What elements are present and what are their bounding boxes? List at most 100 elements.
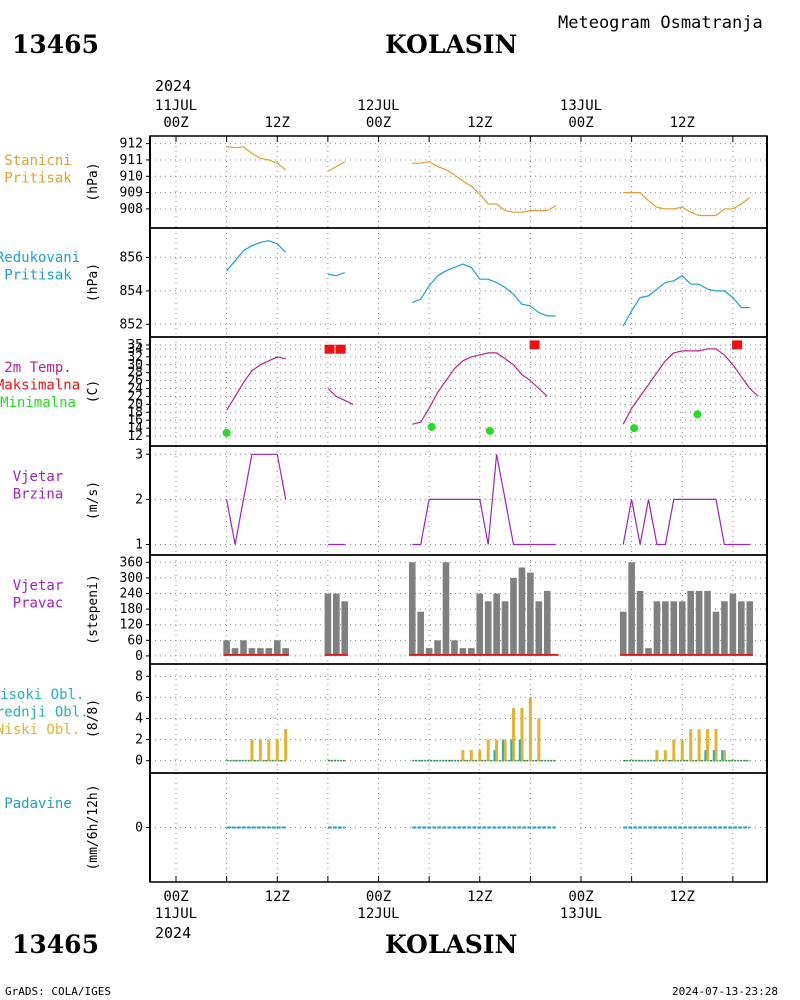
panel-station_pressure	[146, 136, 767, 228]
footer-credit: GrADS: COLA/IGES	[5, 985, 111, 998]
wind-dir-bar	[670, 601, 678, 656]
panel-label-3-1: Brzina	[13, 487, 64, 503]
y-tick-label: 2	[135, 733, 143, 748]
footer-timestamp: 2024-07-13-23:28	[672, 985, 778, 998]
panel-label-0-0: Stanicni	[4, 153, 71, 169]
y-tick-label: 18	[127, 405, 143, 420]
cloud-mid-bar	[518, 739, 521, 761]
panel-wind_speed	[146, 446, 767, 555]
y-tick-label: 0	[135, 754, 143, 769]
cloud-low-bar	[469, 750, 473, 761]
y-tick-label: 8	[135, 669, 143, 684]
time-label-top: 12Z	[467, 115, 492, 131]
panel-label-6-0: Padavine	[4, 796, 71, 812]
series-line-3	[622, 498, 750, 546]
wind-dir-bar	[417, 611, 424, 656]
series-line-2	[412, 454, 556, 546]
y-tick-label: 911	[120, 153, 143, 168]
y-axis-label: (mm/6h/12h)	[86, 784, 101, 870]
panel-label-1-1: Pritisak	[4, 268, 72, 284]
y-tick-label: 2	[135, 492, 143, 507]
panel-label-2-2: Minimalna	[0, 395, 76, 411]
wind-dir-bar	[738, 601, 745, 656]
wind-dir-bar	[501, 601, 509, 656]
y-axis-label: (m/s)	[86, 481, 101, 520]
wind-dir-bar	[746, 601, 754, 656]
time-label-top: 00Z	[568, 115, 593, 131]
y-tick-label: 24	[127, 382, 143, 397]
day-label-top: 12JUL	[357, 98, 399, 114]
panel-precipitation	[146, 773, 767, 882]
wind-dir-bar	[248, 648, 256, 656]
y-tick-label: 912	[120, 137, 143, 152]
wind-dir-bar	[484, 601, 492, 656]
tmin-marker	[630, 424, 639, 433]
tmax-marker	[529, 340, 540, 350]
panel-frame-0	[149, 135, 768, 229]
wind-dir-bar	[341, 601, 349, 656]
cloud-mid-bar	[704, 750, 707, 761]
wind-dir-bar	[265, 648, 273, 656]
wind-dir-bar	[636, 590, 644, 656]
cloud-low-bar	[714, 729, 718, 761]
y-tick-label: 35	[127, 338, 143, 353]
wind-dir-bar	[662, 601, 669, 656]
tmin-marker	[222, 428, 231, 437]
time-label-top: 00Z	[163, 115, 188, 131]
wind-dir-bar	[333, 593, 340, 656]
y-tick-label: 0	[135, 821, 143, 836]
cloud-mid-bar	[712, 750, 715, 761]
y-tick-label: 30	[127, 358, 143, 373]
cloud-mid-bar	[493, 750, 496, 761]
cloud-low-bar	[461, 750, 465, 761]
cloud-low-bar	[258, 739, 262, 761]
wind-dir-bar	[518, 567, 526, 656]
time-label-bottom: 12Z	[670, 889, 695, 905]
day-label-bottom: 13JUL	[560, 906, 602, 922]
series-line-0	[226, 146, 287, 171]
cloud-low-bar	[250, 739, 254, 761]
y-tick-label: 3	[135, 447, 143, 462]
year-label-bottom: 2024	[155, 924, 192, 942]
wind-dir-bar	[408, 562, 416, 656]
y-tick-label: 300	[120, 571, 143, 586]
y-tick-label: 60	[127, 633, 143, 648]
panel-label-2-1: Maksimalna	[0, 378, 80, 394]
panel-label-3-0: Vjetar	[13, 469, 64, 485]
y-tick-label: 32	[127, 350, 143, 365]
panel-label-5-0: Visoki Obl.	[0, 687, 84, 703]
cloud-low-bar	[512, 707, 515, 761]
tmin-marker	[427, 422, 436, 431]
series-line-0	[226, 356, 286, 411]
day-label-top: 11JUL	[155, 98, 197, 114]
y-tick-label: 852	[120, 317, 143, 332]
cloud-low-bar	[528, 697, 532, 761]
cloud-low-bar	[275, 739, 279, 761]
panel-label-4-1: Pravac	[13, 596, 64, 612]
wind-dir-bar	[653, 601, 661, 656]
panel-label-1-0: Redukovani	[0, 250, 80, 266]
wind-dir-bar	[695, 590, 703, 656]
year-label-top: 2024	[155, 77, 192, 95]
y-tick-label: 22	[127, 389, 143, 404]
y-tick-label: 4	[135, 712, 143, 727]
wind-dir-bar	[543, 590, 551, 656]
y-tick-label: 908	[120, 202, 143, 217]
panel-frame-3	[149, 445, 768, 556]
wind-dir-bar	[468, 648, 475, 656]
wind-dir-bar	[434, 640, 441, 656]
station-name-bottom: KOLASIN	[385, 930, 518, 959]
wind-dir-bar	[704, 590, 711, 656]
cloud-low-bar	[520, 707, 524, 761]
wind-dir-bar	[425, 648, 433, 656]
y-tick-label: 360	[120, 555, 143, 570]
y-axis-label: (hPa)	[86, 162, 101, 201]
time-label-bottom: 00Z	[163, 889, 188, 905]
wind-dir-bar	[282, 648, 289, 656]
cloud-low-bar	[478, 750, 482, 761]
panel-temperature	[146, 337, 767, 446]
cloud-low-bar	[689, 729, 693, 761]
y-tick-label: 240	[120, 587, 143, 602]
wind-dir-bar	[619, 611, 627, 656]
series-line-0	[226, 240, 287, 272]
